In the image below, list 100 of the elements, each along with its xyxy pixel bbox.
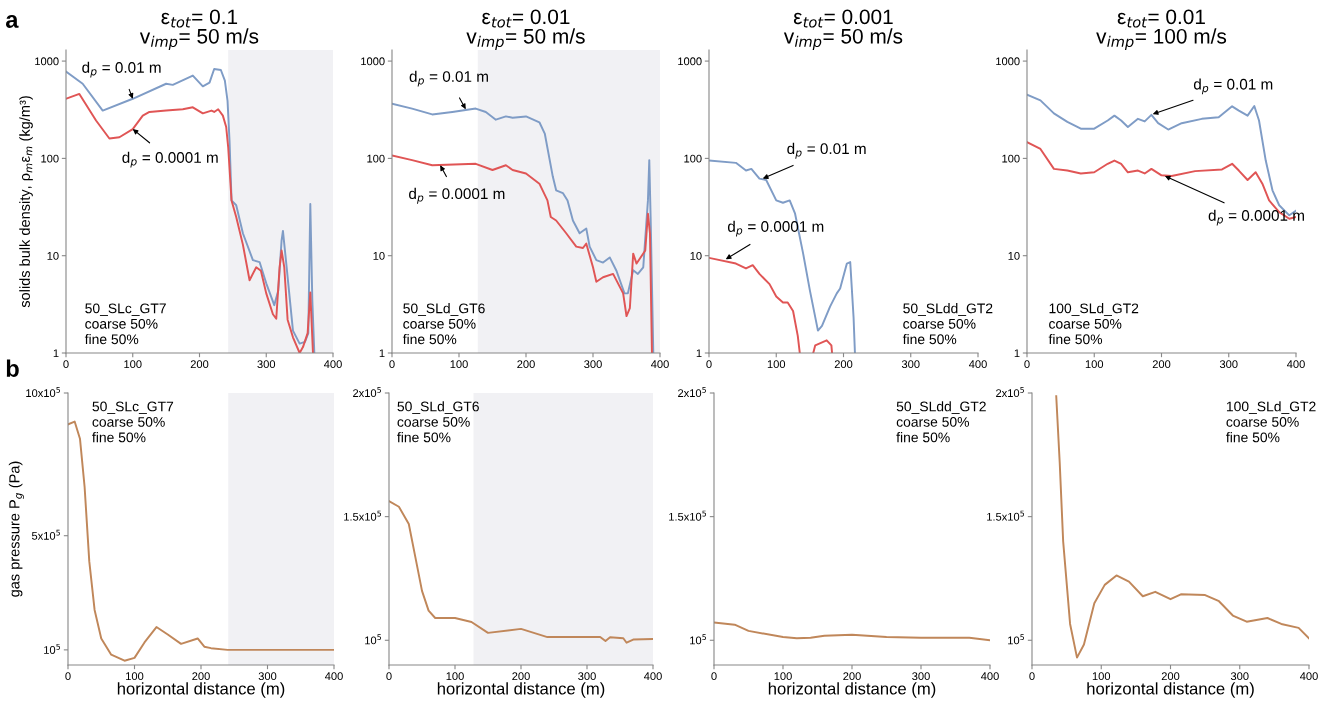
- annotation: d$_{p}$ = 0.0001 m: [1208, 209, 1304, 226]
- annotation: d$_{p}$ = 0.01 m: [787, 142, 866, 159]
- annotation: d$_{p}$ = 0.0001 m: [122, 151, 218, 168]
- y-tick-label: 100: [367, 154, 385, 163]
- x-axis-title: horizontal distance (m): [1087, 682, 1254, 698]
- x-tick-label: 100: [126, 672, 144, 681]
- y-tick-label: 10$^{5}$: [44, 643, 61, 654]
- x-tick-label: 400: [980, 672, 999, 681]
- x-tick-label: 300: [584, 360, 602, 369]
- annotation: d$_{p}$ = 0.01 m: [409, 70, 488, 87]
- line-series: [392, 102, 655, 353]
- x-axis-title: horizontal distance (m): [117, 682, 285, 698]
- chart-title: ε$_{tot}$= 0.01 v$_{imp}$= 50 m/s: [466, 9, 585, 50]
- x-tick-label: 300: [1219, 360, 1238, 369]
- annotation: 50_SLc_GT7 coarse 50% fine 50%: [92, 401, 174, 443]
- x-tick-label: 300: [901, 360, 920, 369]
- x-tick-label: 0: [1024, 360, 1030, 369]
- x-tick-label: 100: [1085, 360, 1104, 369]
- line-series: [714, 621, 990, 642]
- y-tick-label: 2x10$^{5}$: [678, 387, 706, 398]
- x-tick-label: 200: [834, 360, 853, 369]
- y-tick-label: 10$^{5}$: [365, 634, 382, 645]
- y-tick-label: 10: [690, 251, 702, 260]
- annotation: d$_{p}$ = 0.0001 m: [727, 220, 824, 237]
- x-tick-label: 0: [389, 360, 395, 369]
- y-tick-label: 100: [684, 154, 702, 163]
- x-axis-title: horizontal distance (m): [437, 682, 605, 698]
- x-tick-label: 300: [912, 672, 930, 681]
- x-tick-label: 300: [257, 360, 276, 369]
- y-tick-label: 100: [41, 154, 59, 163]
- y-tick-label: 10x10$^{5}$: [26, 387, 61, 398]
- y-tick-label: 10: [47, 251, 59, 260]
- annotation: 50_SLdd_GT2 coarse 50% fine 50%: [902, 303, 993, 345]
- y-tick-label: 1: [696, 349, 702, 358]
- y-tick-label: 1.5x10$^{5}$: [987, 510, 1025, 521]
- x-tick-label: 100: [446, 672, 464, 681]
- text: a: [5, 14, 19, 28]
- annotation: 100_SLd_GT2 coarse 50% fine 50%: [1048, 303, 1139, 345]
- annotation: 50_SLc_GT7 coarse 50% fine 50%: [84, 303, 166, 345]
- y-tick-label: 2x10$^{5}$: [353, 387, 381, 398]
- x-tick-label: 400: [323, 360, 342, 369]
- x-tick-label: 400: [324, 672, 343, 681]
- y-tick-label: 1.5x10$^{5}$: [669, 510, 707, 521]
- x-tick-label: 100: [767, 360, 786, 369]
- x-tick-label: 400: [643, 672, 662, 681]
- x-tick-label: 100: [450, 360, 468, 369]
- x-tick-label: 0: [63, 360, 69, 369]
- annotation: d$_{p}$ = 0.01 m: [1193, 78, 1273, 95]
- annotation: 50_SLd_GT6 coarse 50% fine 50%: [402, 303, 485, 345]
- x-tick-label: 0: [711, 672, 717, 681]
- annotation: 50_SLdd_GT2 coarse 50% fine 50%: [896, 401, 986, 443]
- x-tick-label: 200: [1161, 672, 1180, 681]
- y-tick-label: 1: [53, 349, 59, 358]
- y-tick-label: 1000: [35, 57, 59, 66]
- x-tick-label: 200: [192, 672, 210, 681]
- chart-title: ε$_{tot}$= 0.1 v$_{imp}$= 50 m/s: [139, 9, 259, 50]
- annotation: 50_SLd_GT6 coarse 50% fine 50%: [397, 401, 479, 443]
- x-tick-label: 200: [517, 360, 535, 369]
- y-tick-label: 1.5x10$^{5}$: [344, 510, 382, 521]
- x-tick-label: 100: [124, 360, 142, 369]
- text: b: [6, 359, 19, 377]
- y-tick-label: 100: [1002, 154, 1020, 163]
- line-series: [392, 154, 653, 353]
- y-tick-label: 1: [1014, 349, 1020, 358]
- x-tick-label: 300: [578, 672, 596, 681]
- x-tick-label: 100: [774, 672, 792, 681]
- annotation: d$_{p}$ = 0.01 m: [82, 61, 161, 78]
- annotation: d$_{p}$ = 0.0001 m: [409, 187, 505, 204]
- y-tick-label: 1: [379, 349, 385, 358]
- y-tick-label: 2x10$^{5}$: [996, 387, 1024, 398]
- y-tick-label: 10: [1008, 251, 1020, 260]
- y-axis-title: gas pressure P$_{g}$ (Pa): [8, 461, 24, 597]
- x-tick-label: 200: [190, 360, 209, 369]
- x-tick-label: 200: [512, 672, 530, 681]
- x-tick-label: 400: [1299, 672, 1318, 681]
- x-tick-label: 0: [65, 672, 71, 681]
- line-series: [709, 159, 856, 353]
- y-axis-title: solids bulk density, ρ$_{m}$ε$_{m}$ (kg/m³): [19, 96, 33, 308]
- x-tick-label: 400: [1286, 360, 1305, 369]
- x-tick-label: 200: [1152, 360, 1171, 369]
- y-tick-label: 10: [373, 251, 385, 260]
- y-tick-label: 10$^{5}$: [1008, 634, 1025, 645]
- x-tick-label: 300: [258, 672, 277, 681]
- x-tick-label: 0: [386, 672, 392, 681]
- annotation: 100_SLd_GT2 coarse 50% fine 50%: [1226, 401, 1316, 443]
- line-series: [389, 500, 653, 644]
- x-tick-label: 200: [843, 672, 861, 681]
- y-tick-label: 1000: [996, 57, 1020, 66]
- x-tick-label: 0: [1029, 672, 1035, 681]
- y-tick-label: 10$^{5}$: [690, 634, 707, 645]
- x-tick-label: 300: [1230, 672, 1249, 681]
- x-tick-label: 400: [650, 360, 669, 369]
- x-axis-title: horizontal distance (m): [768, 682, 936, 698]
- x-tick-label: 0: [706, 360, 712, 369]
- x-tick-label: 100: [1092, 672, 1111, 681]
- chart-title: ε$_{tot}$= 0.001 v$_{imp}$= 50 m/s: [783, 9, 903, 50]
- chart-title: ε$_{tot}$= 0.01 v$_{imp}$= 100 m/s: [1096, 9, 1227, 50]
- x-tick-label: 400: [968, 360, 987, 369]
- y-tick-label: 5x10$^{5}$: [31, 529, 60, 540]
- y-tick-label: 1000: [361, 57, 385, 66]
